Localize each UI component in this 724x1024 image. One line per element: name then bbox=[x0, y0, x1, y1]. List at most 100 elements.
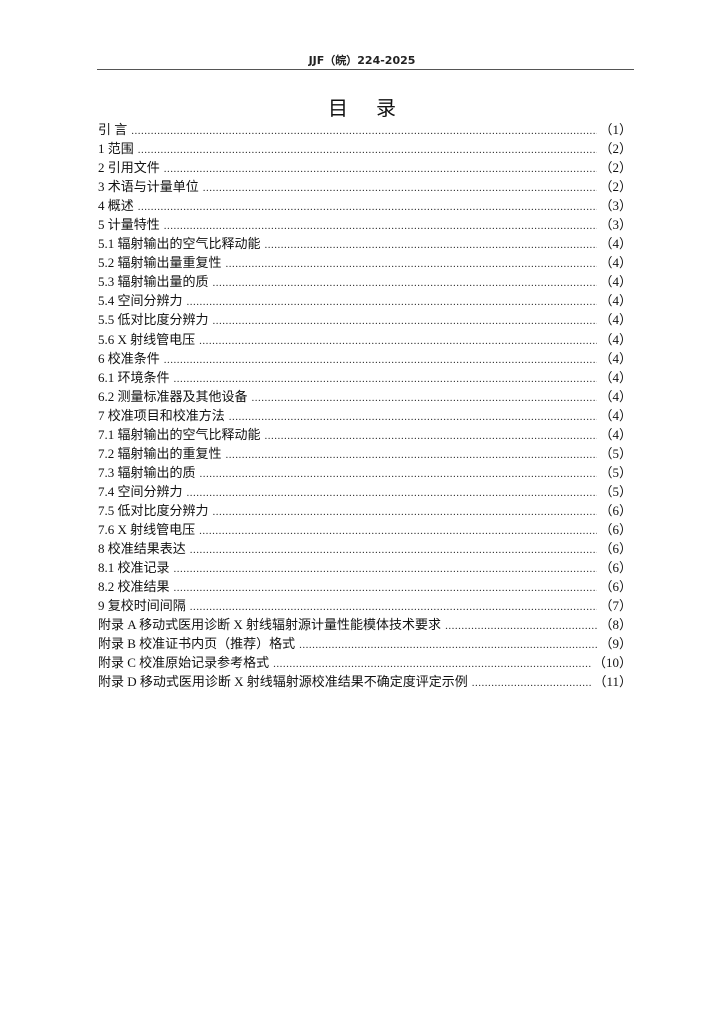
toc-entry-label: 7 校准项目和校准方法 bbox=[98, 407, 225, 423]
toc-entry-label: 8 校准结果表达 bbox=[98, 541, 186, 557]
toc-entry[interactable]: 6.1 环境条件 （4） bbox=[98, 368, 632, 387]
toc-entry-page: （4） bbox=[599, 293, 632, 309]
dot-leader bbox=[164, 215, 598, 236]
dot-leader bbox=[252, 387, 598, 408]
toc-entry-page: （2） bbox=[599, 160, 632, 176]
table-of-contents: 引 言 （1） 1 范围 （2） 2 引用文件 （2） 3 术语与计量单位 （2） 4 概述 （3… bbox=[98, 120, 632, 691]
dot-leader bbox=[199, 330, 597, 351]
toc-entry[interactable]: 8.2 校准结果 （6） bbox=[98, 577, 632, 596]
toc-entry[interactable]: 7.3 辐射输出的质 （5） bbox=[98, 463, 632, 482]
toc-entry-page: （10） bbox=[592, 655, 632, 671]
dot-leader bbox=[164, 349, 598, 370]
toc-entry-label: 5.4 空间分辨力 bbox=[98, 293, 183, 309]
dot-leader bbox=[174, 368, 598, 389]
toc-entry-page: （11） bbox=[593, 674, 632, 690]
dot-leader bbox=[164, 158, 598, 179]
toc-entry-page: （6） bbox=[599, 579, 632, 595]
toc-entry-label: 7.5 低对比度分辨力 bbox=[98, 502, 209, 518]
toc-entry[interactable]: 8 校准结果表达 （6） bbox=[98, 539, 632, 558]
dot-leader bbox=[199, 520, 597, 541]
dot-leader bbox=[203, 177, 598, 198]
dot-leader bbox=[265, 425, 598, 446]
toc-entry[interactable]: 引 言 （1） bbox=[98, 120, 632, 139]
toc-entry[interactable]: 7.2 辐射输出的重复性 （5） bbox=[98, 444, 632, 463]
dot-leader bbox=[138, 196, 598, 217]
toc-entry-label: 引 言 bbox=[98, 122, 128, 137]
toc-entry[interactable]: 7 校准项目和校准方法 （4） bbox=[98, 406, 632, 425]
toc-entry-label: 7.4 空间分辨力 bbox=[98, 483, 183, 499]
toc-entry-label: 7.6 X 射线管电压 bbox=[98, 521, 196, 537]
toc-entry-page: （4） bbox=[599, 255, 632, 271]
toc-entry[interactable]: 3 术语与计量单位 （2） bbox=[98, 177, 632, 196]
dot-leader bbox=[174, 577, 598, 598]
toc-entry[interactable]: 附录 A 移动式医用诊断 X 射线辐射源计量性能模体技术要求 （8） bbox=[98, 615, 632, 634]
toc-entry-page: （6） bbox=[599, 560, 632, 576]
toc-entry-label: 附录 D 移动式医用诊断 X 射线辐射源校准结果不确定度评定示例 bbox=[98, 674, 468, 690]
toc-entry[interactable]: 附录 C 校准原始记录参考格式 （10） bbox=[98, 653, 632, 672]
toc-entry-page: （6） bbox=[599, 502, 632, 518]
toc-entry-label: 8.1 校准记录 bbox=[98, 560, 170, 576]
toc-entry[interactable]: 5.2 辐射输出量重复性 （4） bbox=[98, 253, 632, 272]
toc-entry-page: （2） bbox=[599, 141, 632, 157]
dot-leader bbox=[213, 501, 598, 522]
dot-leader bbox=[213, 272, 598, 293]
toc-entry[interactable]: 2 引用文件 （2） bbox=[98, 158, 632, 177]
toc-entry-page: （4） bbox=[599, 312, 632, 328]
toc-entry[interactable]: 5.4 空间分辨力 （4） bbox=[98, 291, 632, 310]
toc-entry-page: （4） bbox=[599, 426, 632, 442]
dot-leader bbox=[299, 634, 597, 655]
toc-entry-label: 5.3 辐射输出量的质 bbox=[98, 274, 209, 290]
dot-leader bbox=[213, 310, 598, 331]
dot-leader bbox=[190, 596, 598, 617]
dot-leader bbox=[273, 653, 591, 674]
toc-entry-label: 7.1 辐射输出的空气比释动能 bbox=[98, 426, 261, 442]
toc-entry[interactable]: 7.4 空间分辨力 （5） bbox=[98, 482, 632, 501]
toc-entry[interactable]: 4 概述 （3） bbox=[98, 196, 632, 215]
toc-entry-label: 4 概述 bbox=[98, 198, 134, 214]
dot-leader bbox=[174, 558, 598, 579]
toc-entry-label: 5.2 辐射输出量重复性 bbox=[98, 255, 222, 271]
toc-entry-page: （4） bbox=[599, 369, 632, 385]
toc-entry-label: 6.2 测量标准器及其他设备 bbox=[98, 388, 248, 404]
toc-entry-label: 5.5 低对比度分辨力 bbox=[98, 312, 209, 328]
toc-entry-label: 5.6 X 射线管电压 bbox=[98, 331, 196, 347]
toc-entry[interactable]: 5.1 辐射输出的空气比释动能 （4） bbox=[98, 234, 632, 253]
toc-entry[interactable]: 1 范围 （2） bbox=[98, 139, 632, 158]
toc-entry-page: （4） bbox=[599, 388, 632, 404]
toc-entry[interactable]: 6.2 测量标准器及其他设备 （4） bbox=[98, 387, 632, 406]
toc-entry-page: （7） bbox=[599, 598, 632, 614]
toc-entry-page: （3） bbox=[599, 198, 632, 214]
toc-entry-page: （5） bbox=[599, 483, 632, 499]
toc-entry[interactable]: 6 校准条件 （4） bbox=[98, 349, 632, 368]
dot-leader bbox=[265, 234, 598, 255]
dot-leader bbox=[190, 539, 598, 560]
toc-entry-label: 7.2 辐射输出的重复性 bbox=[98, 445, 222, 461]
dot-leader bbox=[131, 120, 597, 141]
dot-leader bbox=[229, 406, 598, 427]
toc-entry[interactable]: 7.5 低对比度分辨力 （6） bbox=[98, 501, 632, 520]
toc-entry-label: 3 术语与计量单位 bbox=[98, 179, 199, 195]
toc-entry-page: （8） bbox=[599, 617, 632, 633]
toc-entry-page: （4） bbox=[599, 407, 632, 423]
toc-entry[interactable]: 5.5 低对比度分辨力 （4） bbox=[98, 310, 632, 329]
toc-entry[interactable]: 5 计量特性 （3） bbox=[98, 215, 632, 234]
dot-leader bbox=[226, 444, 598, 465]
toc-entry[interactable]: 5.6 X 射线管电压 （4） bbox=[98, 330, 632, 349]
toc-entry-label: 1 范围 bbox=[98, 141, 134, 157]
toc-entry[interactable]: 8.1 校准记录 （6） bbox=[98, 558, 632, 577]
toc-entry[interactable]: 附录 D 移动式医用诊断 X 射线辐射源校准结果不确定度评定示例 （11） bbox=[98, 672, 632, 691]
toc-entry-page: （4） bbox=[599, 350, 632, 366]
toc-entry-label: 9 复校时间间隔 bbox=[98, 598, 186, 614]
toc-entry[interactable]: 7.1 辐射输出的空气比释动能 （4） bbox=[98, 425, 632, 444]
toc-entry-page: （5） bbox=[599, 464, 632, 480]
toc-entry[interactable]: 附录 B 校准证书内页（推荐）格式 （9） bbox=[98, 634, 632, 653]
toc-entry-label: 6.1 环境条件 bbox=[98, 369, 170, 385]
toc-entry[interactable]: 9 复校时间间隔 （7） bbox=[98, 596, 632, 615]
toc-entry[interactable]: 5.3 辐射输出量的质 （4） bbox=[98, 272, 632, 291]
toc-entry-label: 5 计量特性 bbox=[98, 217, 160, 233]
toc-entry-page: （4） bbox=[599, 331, 632, 347]
toc-entry-page: （5） bbox=[599, 445, 632, 461]
dot-leader bbox=[472, 672, 592, 693]
toc-entry-page: （4） bbox=[599, 236, 632, 252]
toc-entry[interactable]: 7.6 X 射线管电压 （6） bbox=[98, 520, 632, 539]
